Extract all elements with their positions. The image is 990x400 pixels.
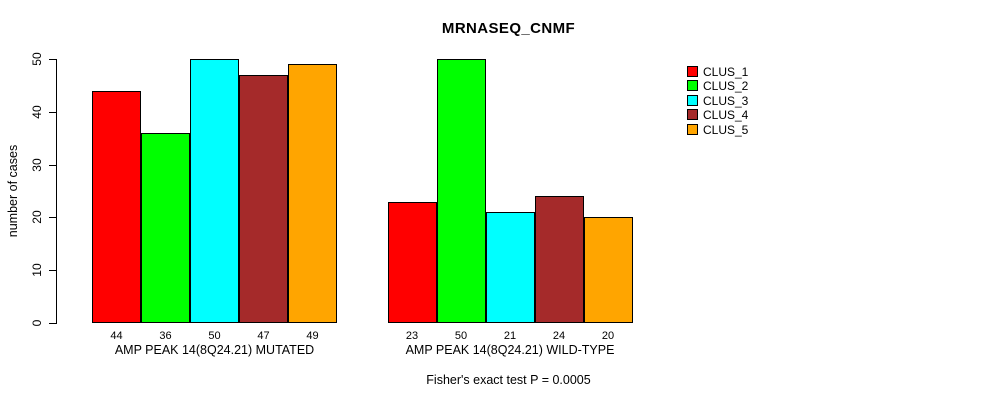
- bar-value-label: 44: [110, 330, 123, 342]
- y-axis-label: number of cases: [6, 144, 20, 238]
- bar-value-label: 47: [257, 330, 270, 342]
- bar-clus_5-group1: [288, 64, 337, 323]
- legend-swatch-clus_1: [687, 66, 698, 77]
- bar-value-label: 20: [601, 330, 615, 342]
- legend-swatch-clus_2: [687, 80, 698, 92]
- legend-swatch-clus_3: [687, 94, 698, 106]
- legend-swatch-clus_4: [687, 109, 698, 121]
- legend-swatch-clus_5: [687, 123, 698, 135]
- bar-value-label: 50: [208, 330, 221, 342]
- x-group-label: AMP PEAK 14(8Q24.21) WILD-TYPE: [405, 343, 615, 357]
- y-tick-label: 10: [30, 263, 44, 277]
- y-tick-label: 20: [30, 210, 44, 225]
- bar-clus_3-group2: [485, 212, 535, 323]
- bar-clus_4-group1: [239, 74, 288, 323]
- y-tick-label: 40: [30, 105, 44, 119]
- y-tick: [49, 217, 56, 219]
- y-tick: [49, 323, 56, 324]
- legend-label-clus_4: CLUS_4: [703, 108, 749, 123]
- y-tick-label: 50: [30, 52, 44, 66]
- legend-label-clus_2: CLUS_2: [703, 79, 749, 94]
- bar-value-label: 49: [306, 330, 319, 342]
- bar-clus_5-group2: [583, 217, 633, 323]
- bar-clus_1-group2: [387, 201, 437, 323]
- x-group-label: AMP PEAK 14(8Q24.21) MUTATED: [114, 343, 315, 357]
- chart-title: MRNASEQ_CNMF: [441, 20, 576, 37]
- y-tick-label: 0: [30, 319, 44, 327]
- bar-clus_2-group1: [141, 132, 190, 323]
- y-tick-label: 30: [30, 157, 44, 172]
- bar-clus_2-group2: [436, 59, 486, 323]
- y-tick: [49, 59, 56, 60]
- y-tick: [49, 270, 56, 272]
- bar-value-label: 24: [552, 330, 566, 342]
- bar-clus_3-group1: [190, 59, 239, 323]
- bar-value-label: 21: [503, 330, 517, 342]
- legend-label-clus_1: CLUS_1: [703, 65, 749, 79]
- legend-label-clus_3: CLUS_3: [703, 93, 749, 108]
- legend-label-clus_5: CLUS_5: [703, 122, 749, 137]
- y-tick: [49, 111, 56, 113]
- y-axis-line: [56, 59, 57, 324]
- footnote-fisher-test: Fisher's exact test P = 0.0005: [426, 373, 591, 387]
- bar-clus_1-group1: [92, 90, 141, 323]
- bar-value-label: 50: [454, 330, 468, 342]
- bar-clus_4-group2: [534, 196, 584, 323]
- bar-value-label: 36: [159, 330, 172, 342]
- y-tick: [49, 164, 56, 166]
- bar-value-label: 23: [405, 330, 419, 342]
